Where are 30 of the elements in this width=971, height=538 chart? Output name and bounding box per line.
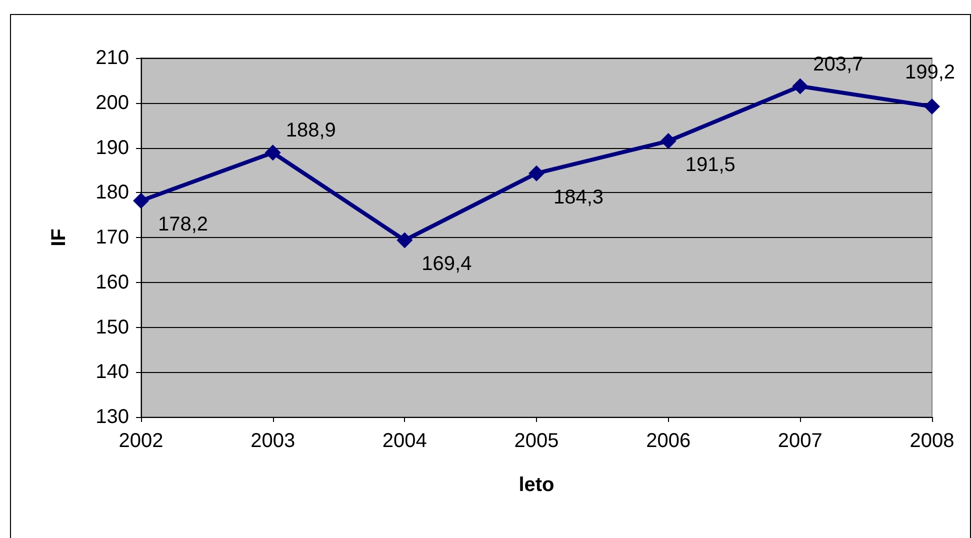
data-label: 199,2 [905, 61, 956, 84]
data-label: 191,5 [685, 154, 736, 176]
x-tick-label: 2005 [514, 430, 559, 452]
point [660, 133, 676, 150]
point [133, 192, 149, 209]
point [396, 232, 413, 248]
y-tick-label: 190 [96, 136, 129, 159]
point [264, 144, 281, 161]
y-tick-label: 180 [96, 182, 129, 204]
point [528, 165, 544, 182]
x-tick-label: 2003 [250, 430, 296, 452]
y-tick-label: 140 [96, 361, 129, 384]
y-tick-label: 170 [96, 226, 129, 248]
y-tick-label: 150 [96, 316, 129, 338]
y-tick-label: 160 [96, 271, 129, 294]
y-tick-label: 200 [96, 92, 129, 114]
y-axis-title: IF [48, 228, 70, 246]
data-label: 188,9 [286, 120, 336, 142]
x-tick-label: 2006 [646, 430, 691, 452]
x-tick-label: 2007 [778, 430, 822, 452]
x-axis-title: leto [518, 474, 554, 496]
point [924, 98, 940, 114]
point [792, 78, 808, 94]
data-label: 169,4 [422, 253, 472, 276]
x-tick-label: 2004 [382, 430, 427, 452]
y-tick-label: 210 [96, 47, 129, 69]
data-label: 178,2 [158, 214, 208, 236]
x-tick-label: 2002 [118, 430, 164, 452]
y-tick-label: 130 [96, 406, 129, 428]
x-tick-label: 2008 [910, 430, 954, 452]
